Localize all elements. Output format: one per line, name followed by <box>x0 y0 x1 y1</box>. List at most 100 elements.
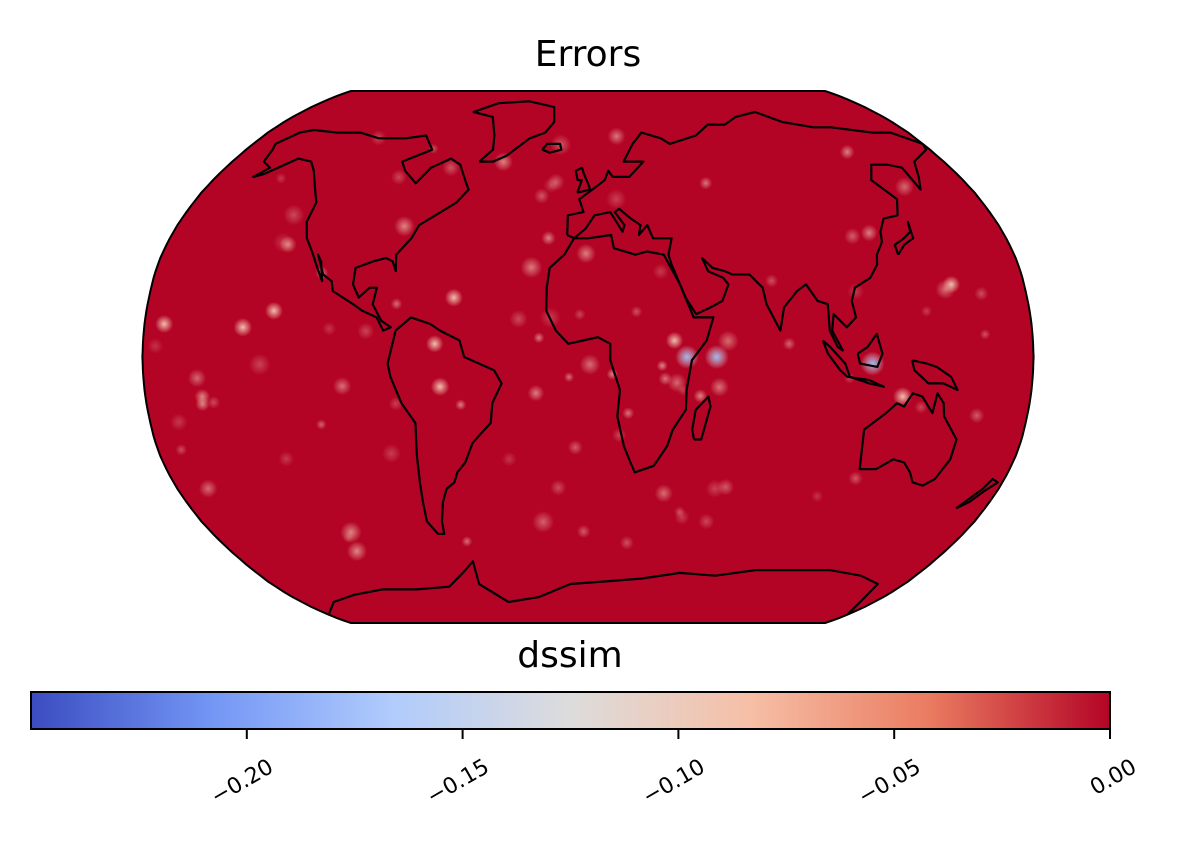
texture-blob <box>674 506 686 518</box>
texture-blob <box>606 189 627 210</box>
texture-blob <box>782 337 796 351</box>
texture-blob <box>576 524 591 539</box>
texture-blob <box>844 228 861 245</box>
iceland-coast <box>541 142 563 154</box>
north-america-coast <box>252 128 470 332</box>
texture-blob <box>461 536 473 547</box>
error-anomalies <box>147 127 991 562</box>
texture-blob <box>654 484 673 503</box>
colorbar-label: dssim <box>517 635 622 676</box>
texture-blob <box>175 443 187 456</box>
texture-blob <box>322 321 337 336</box>
texture-blob <box>357 322 375 340</box>
colorbar-gradient <box>30 691 1111 730</box>
texture-blob <box>533 332 545 344</box>
new-guinea-coast <box>911 359 959 392</box>
texture-blob <box>278 451 294 467</box>
anomaly-blob <box>264 301 283 320</box>
texture-blob <box>509 309 528 328</box>
anomaly-blob <box>675 345 699 369</box>
coastlines <box>252 100 999 616</box>
texture-blob <box>612 428 627 443</box>
colorbar: −0.20 −0.15 −0.10 −0.05 0.00 <box>30 691 1141 810</box>
texture-blob <box>534 188 550 204</box>
texture-blob <box>656 360 668 372</box>
texture-blob <box>283 204 305 226</box>
world-map <box>141 90 1035 624</box>
texture-blob <box>170 413 188 431</box>
anomaly-blob <box>665 331 684 350</box>
japan-coast <box>893 220 915 256</box>
anomaly-blob <box>444 288 463 307</box>
uk-coast <box>574 166 592 194</box>
texture-blob <box>198 479 218 498</box>
antarctica-coast <box>327 560 879 616</box>
texture-blob <box>391 169 407 185</box>
texture-blob <box>576 243 596 264</box>
greenland-coast <box>472 100 556 163</box>
texture-blob <box>630 305 643 318</box>
texture-blob <box>847 283 864 300</box>
indonesia-coast <box>821 339 885 388</box>
texture-blob <box>579 354 601 375</box>
texture-blob <box>811 490 824 503</box>
texture-blob <box>894 177 914 197</box>
texture-blob <box>652 263 669 280</box>
texture-blob <box>493 152 513 172</box>
texture-blob <box>279 235 297 254</box>
anomaly-blob <box>860 351 885 376</box>
texture-blob <box>979 329 991 340</box>
texture-blob <box>442 159 460 177</box>
map-outline <box>141 90 1035 624</box>
texture-blob <box>390 298 403 310</box>
colorbar-tick-label: 0.00 <box>1086 755 1141 801</box>
texture-blob <box>527 384 545 402</box>
texture-blob <box>848 471 863 486</box>
texture-blob <box>574 308 586 321</box>
texture-blob <box>920 305 932 317</box>
texture-blob <box>914 400 928 414</box>
south-america-coast <box>386 316 503 535</box>
colorbar-tick-label: −0.05 <box>854 755 925 810</box>
anomaly-blob <box>233 318 253 337</box>
texture-blob <box>839 144 855 160</box>
borneo-coast <box>856 332 884 368</box>
anomaly-blob <box>430 377 450 396</box>
texture-blob <box>248 353 271 376</box>
madagascar-coast <box>691 395 712 441</box>
new-zealand-coast <box>955 477 999 510</box>
texture-blob <box>394 216 415 237</box>
texture-blob <box>709 377 729 397</box>
texture-blob <box>563 372 575 383</box>
texture-blob <box>275 172 287 184</box>
texture-blob <box>195 396 210 412</box>
texture-blob <box>705 479 724 498</box>
colorbar-tick-label: −0.20 <box>207 755 278 810</box>
colorbar-tick-label: −0.15 <box>423 755 494 810</box>
texture-blob <box>381 443 401 463</box>
texture-blob <box>860 224 878 242</box>
texture-blob <box>541 231 556 246</box>
texture-blob <box>550 479 567 496</box>
texture-blob <box>619 535 634 550</box>
texture-blob <box>693 389 708 403</box>
texture-blob <box>207 396 220 409</box>
texture-blob <box>699 176 713 190</box>
texture-blob <box>187 369 207 388</box>
texture-blob <box>346 541 367 562</box>
eurasia-coast <box>566 110 928 352</box>
texture-blob <box>764 274 779 288</box>
texture-blob <box>622 407 635 420</box>
texture-blob <box>698 513 715 530</box>
texture-blob <box>343 531 355 543</box>
texture-blob <box>455 399 467 411</box>
map-title: Errors <box>535 34 642 75</box>
texture-blob <box>532 511 554 533</box>
australia-coast <box>858 392 958 487</box>
texture-blob <box>607 127 626 146</box>
texture-blob <box>147 338 164 354</box>
texture-blob <box>520 256 543 279</box>
texture-blob <box>333 377 352 396</box>
texture-blob <box>543 177 559 194</box>
